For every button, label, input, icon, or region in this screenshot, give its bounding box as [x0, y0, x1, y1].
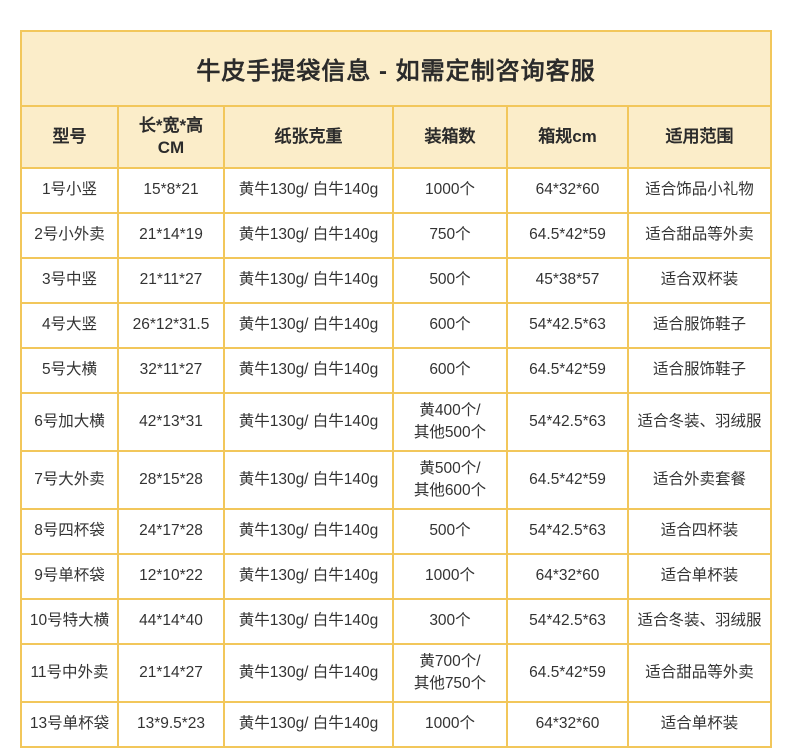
table-cell: 600个 [392, 347, 508, 394]
table-cell: 适合单杯装 [626, 701, 773, 748]
header-row: 型号 长*宽*高 CM 纸张克重 装箱数 箱规cm 适用范围 [20, 105, 773, 169]
table-cell: 适合饰品小礼物 [626, 167, 773, 214]
table-cell: 64*32*60 [506, 701, 629, 748]
table-cell: 黄500个/ 其他600个 [392, 450, 508, 510]
table-cell: 44*14*40 [117, 598, 225, 645]
table-cell: 54*42.5*63 [506, 302, 629, 349]
table-cell: 适合服饰鞋子 [626, 302, 773, 349]
table-cell: 64.5*42*59 [506, 450, 629, 510]
table-cell: 黄牛130g/ 白牛140g [223, 167, 394, 214]
table-cell: 适合四杯装 [626, 508, 773, 555]
table-cell: 黄牛130g/ 白牛140g [223, 701, 394, 748]
table-title: 牛皮手提袋信息 - 如需定制咨询客服 [19, 30, 773, 107]
table-cell: 适合甜品等外卖 [626, 643, 773, 703]
table-cell: 黄牛130g/ 白牛140g [223, 212, 394, 259]
table-cell: 4号大竖 [20, 302, 119, 349]
table-row: 6号加大横 42*13*31 黄牛130g/ 白牛140g 黄400个/ 其他500个… [20, 392, 773, 452]
table-cell: 适合甜品等外卖 [626, 212, 773, 259]
table-cell: 64.5*42*59 [506, 212, 629, 259]
table-cell: 54*42.5*63 [506, 508, 629, 555]
table-cell: 500个 [392, 508, 508, 555]
table-row: 4号大竖 26*12*31.5 黄牛130g/ 白牛140g 600个 54*42.5*… [20, 302, 773, 349]
table-row: 11号中外卖 21*14*27 黄牛130g/ 白牛140g 黄700个/ 其他750… [20, 643, 773, 703]
table-cell: 13*9.5*23 [117, 701, 225, 748]
table-cell: 黄牛130g/ 白牛140g [223, 392, 394, 452]
table-cell: 适合双杯装 [626, 257, 773, 304]
table-row: 8号四杯袋 24*17*28 黄牛130g/ 白牛140g 500个 54*42.5*6… [20, 508, 773, 555]
table-cell: 黄牛130g/ 白牛140g [223, 347, 394, 394]
table-row: 13号单杯袋 13*9.5*23 黄牛130g/ 白牛140g 1000个 64*32*… [20, 701, 773, 748]
table-cell: 750个 [392, 212, 508, 259]
table-cell: 适合外卖套餐 [626, 450, 773, 510]
table-cell: 6号加大横 [20, 392, 119, 452]
table-row: 10号特大横 44*14*40 黄牛130g/ 白牛140g 300个 54*42.5*… [20, 598, 773, 645]
table-cell: 24*17*28 [117, 508, 225, 555]
table-row: 7号大外卖 28*15*28 黄牛130g/ 白牛140g 黄500个/ 其他600个… [20, 450, 773, 510]
table-cell: 5号大横 [20, 347, 119, 394]
table-row: 5号大横 32*11*27 黄牛130g/ 白牛140g 600个 64.5*42*59… [20, 347, 773, 394]
table-cell: 64*32*60 [506, 553, 629, 600]
table-cell: 黄牛130g/ 白牛140g [223, 598, 394, 645]
table-row: 9号单杯袋 12*10*22 黄牛130g/ 白牛140g 1000个 64*32*60… [20, 553, 773, 600]
table-cell: 1000个 [392, 701, 508, 748]
table-cell: 21*14*19 [117, 212, 225, 259]
table-cell: 8号四杯袋 [20, 508, 119, 555]
table-cell: 54*42.5*63 [506, 392, 629, 452]
table-cell: 26*12*31.5 [117, 302, 225, 349]
table-cell: 黄牛130g/ 白牛140g [223, 302, 394, 349]
table-cell: 45*38*57 [506, 257, 629, 304]
table-cell: 黄牛130g/ 白牛140g [223, 643, 394, 703]
table-row: 1号小竖 15*8*21 黄牛130g/ 白牛140g 1000个 64*32*60 适合… [20, 167, 773, 214]
column-header: 装箱数 [392, 105, 508, 169]
title-row: 牛皮手提袋信息 - 如需定制咨询客服 [19, 30, 773, 107]
table-cell: 适合冬装、羽绒服 [626, 598, 773, 645]
table-cell: 500个 [392, 257, 508, 304]
table-cell: 32*11*27 [117, 347, 225, 394]
table-cell: 适合冬装、羽绒服 [626, 392, 773, 452]
table-cell: 适合单杯装 [626, 553, 773, 600]
table-cell: 13号单杯袋 [20, 701, 119, 748]
table-cell: 64*32*60 [506, 167, 629, 214]
table-cell: 11号中外卖 [20, 643, 119, 703]
table-cell: 适合服饰鞋子 [626, 347, 773, 394]
table-cell: 15*8*21 [117, 167, 225, 214]
column-header: 型号 [20, 105, 119, 169]
column-header: 适用范围 [626, 105, 773, 169]
column-header: 箱规cm [506, 105, 629, 169]
table-cell: 54*42.5*63 [506, 598, 629, 645]
table-cell: 21*14*27 [117, 643, 225, 703]
table-cell: 黄牛130g/ 白牛140g [223, 508, 394, 555]
table-cell: 21*11*27 [117, 257, 225, 304]
table-cell: 12*10*22 [117, 553, 225, 600]
table-cell: 300个 [392, 598, 508, 645]
table-cell: 7号大外卖 [20, 450, 119, 510]
table-cell: 10号特大横 [20, 598, 119, 645]
table-cell: 黄牛130g/ 白牛140g [223, 257, 394, 304]
table-cell: 9号单杯袋 [20, 553, 119, 600]
column-header: 长*宽*高 CM [117, 105, 225, 169]
table-cell: 28*15*28 [117, 450, 225, 510]
table-cell: 64.5*42*59 [506, 643, 629, 703]
table-cell: 黄牛130g/ 白牛140g [223, 450, 394, 510]
table-cell: 1号小竖 [20, 167, 119, 214]
table-row: 3号中竖 21*11*27 黄牛130g/ 白牛140g 500个 45*38*57 适合… [20, 257, 773, 304]
table-cell: 黄700个/ 其他750个 [392, 643, 508, 703]
table-cell: 600个 [392, 302, 508, 349]
column-header: 纸张克重 [223, 105, 394, 169]
table-cell: 1000个 [392, 553, 508, 600]
table-cell: 2号小外卖 [20, 212, 119, 259]
table-cell: 64.5*42*59 [506, 347, 629, 394]
table-cell: 42*13*31 [117, 392, 225, 452]
table-cell: 黄400个/ 其他500个 [392, 392, 508, 452]
table-cell: 黄牛130g/ 白牛140g [223, 553, 394, 600]
product-info-table: 牛皮手提袋信息 - 如需定制咨询客服 型号 长*宽*高 CM 纸张克重 装箱数 箱规cm… [19, 30, 773, 748]
table-cell: 1000个 [392, 167, 508, 214]
table-cell: 3号中竖 [20, 257, 119, 304]
table-row: 2号小外卖 21*14*19 黄牛130g/ 白牛140g 750个 64.5*42*5… [20, 212, 773, 259]
